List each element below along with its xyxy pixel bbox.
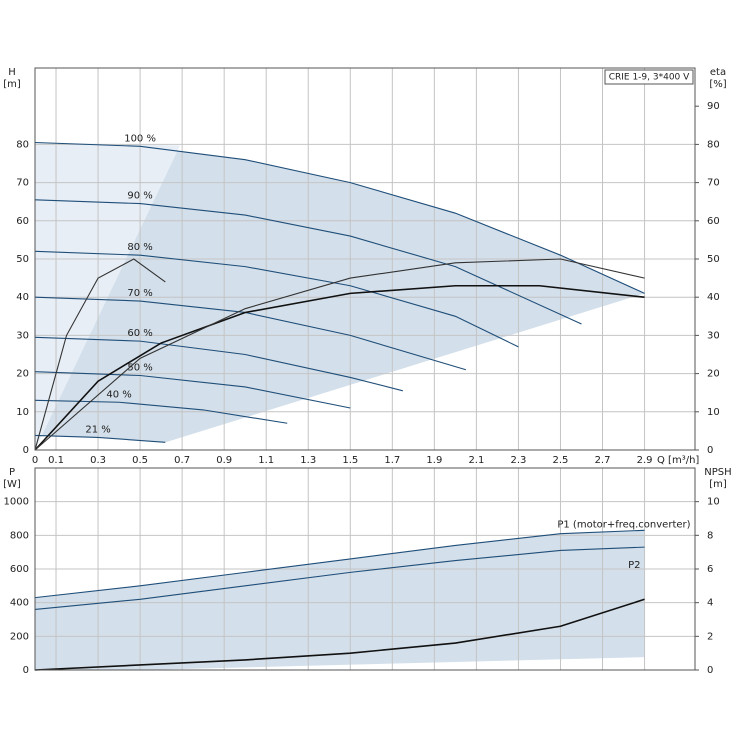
curve	[34, 598, 645, 671]
y-tick-label: 600	[10, 564, 29, 575]
y2-tick-label: 30	[707, 330, 720, 341]
y2-tick-label: 6	[707, 564, 713, 575]
curve	[34, 546, 645, 610]
y-tick-label: 40	[16, 292, 29, 303]
y2-tick-label: 0	[707, 665, 713, 676]
operating-area	[35, 142, 645, 443]
x-tick-label: 1.1	[258, 455, 274, 466]
y2-axis-label: eta	[710, 67, 726, 78]
y2-tick-label: 40	[707, 292, 720, 303]
y2-tick-label: 0	[707, 445, 713, 456]
y-axis-label: H	[8, 67, 16, 78]
y2-axis-label: NPSH	[704, 467, 731, 478]
y-tick-label: 80	[16, 139, 29, 150]
y-tick-label: 400	[10, 598, 29, 609]
curve-label: P2	[628, 560, 640, 571]
y2-axis-unit: [%]	[709, 79, 726, 90]
y-tick-label: 50	[16, 254, 29, 265]
curve-label: 40 %	[106, 389, 131, 400]
x-tick-label: 2.9	[637, 455, 653, 466]
y2-tick-label: 50	[707, 254, 720, 265]
curve-label: 60 %	[127, 328, 152, 339]
y-tick-label: 60	[16, 216, 29, 227]
curve	[34, 258, 166, 451]
curve	[34, 141, 645, 294]
x-tick-label: 1.7	[384, 455, 400, 466]
curve	[34, 250, 519, 348]
x-axis-label: Q [m³/h]	[657, 455, 699, 466]
y-tick-label: 1000	[4, 497, 29, 508]
y2-axis-unit: [m]	[709, 479, 727, 490]
y2-tick-label: 10	[707, 497, 720, 508]
curve-label: 80 %	[127, 242, 152, 253]
y2-tick-label: 60	[707, 216, 720, 227]
operating-area	[35, 530, 645, 670]
x-tick-label: 2.3	[510, 455, 526, 466]
curve-label: 90 %	[127, 191, 152, 202]
legend-text: CRIE 1-9, 3*400 V	[609, 73, 690, 83]
curve	[34, 336, 403, 392]
x-tick-label: 1.9	[426, 455, 442, 466]
curve-label: 21 %	[85, 424, 110, 435]
legend-box	[604, 69, 694, 85]
x-tick-label: 0	[32, 455, 38, 466]
x-tick-label: 0.7	[174, 455, 190, 466]
y2-tick-label: 20	[707, 369, 720, 380]
curve	[34, 199, 582, 325]
curve	[34, 284, 645, 451]
x-tick-label: 1.3	[300, 455, 316, 466]
x-tick-label: 1.5	[342, 455, 358, 466]
y-tick-label: 70	[16, 178, 29, 189]
curve-label: P1 (motor+freq.converter)	[557, 519, 690, 530]
y-tick-label: 800	[10, 530, 29, 541]
y2-tick-label: 8	[707, 530, 713, 541]
x-tick-label: 0.9	[216, 455, 232, 466]
y-tick-label: 30	[16, 330, 29, 341]
y-tick-label: 200	[10, 631, 29, 642]
curve-label: 50 %	[127, 363, 152, 374]
plot-frame	[34, 467, 696, 671]
y-axis-unit: [W]	[3, 479, 21, 490]
x-tick-label: 2.7	[595, 455, 611, 466]
x-tick-label: 2.1	[468, 455, 484, 466]
x-tick-label: 2.5	[553, 455, 569, 466]
y2-tick-label: 90	[707, 101, 720, 112]
y2-tick-label: 80	[707, 139, 720, 150]
curve	[34, 434, 166, 443]
y2-tick-label: 2	[707, 631, 713, 642]
y-tick-label: 0	[23, 665, 29, 676]
x-tick-label: 0.5	[132, 455, 148, 466]
y-tick-label: 10	[16, 407, 29, 418]
curve-label: 70 %	[127, 288, 152, 299]
curve	[34, 258, 645, 451]
y-tick-label: 0	[23, 445, 29, 456]
y2-tick-label: 10	[707, 407, 720, 418]
curve	[34, 399, 288, 424]
y2-tick-label: 4	[707, 598, 713, 609]
y2-tick-label: 70	[707, 178, 720, 189]
y-axis-label: P	[9, 467, 15, 478]
curve	[34, 371, 351, 409]
curve	[34, 529, 645, 599]
y-axis-unit: [m]	[3, 79, 21, 90]
y-tick-label: 20	[16, 369, 29, 380]
x-tick-label: 0.1	[48, 455, 64, 466]
plot-frame	[34, 67, 696, 451]
x-tick-label: 0.3	[90, 455, 106, 466]
curve-label: 100 %	[124, 133, 156, 144]
